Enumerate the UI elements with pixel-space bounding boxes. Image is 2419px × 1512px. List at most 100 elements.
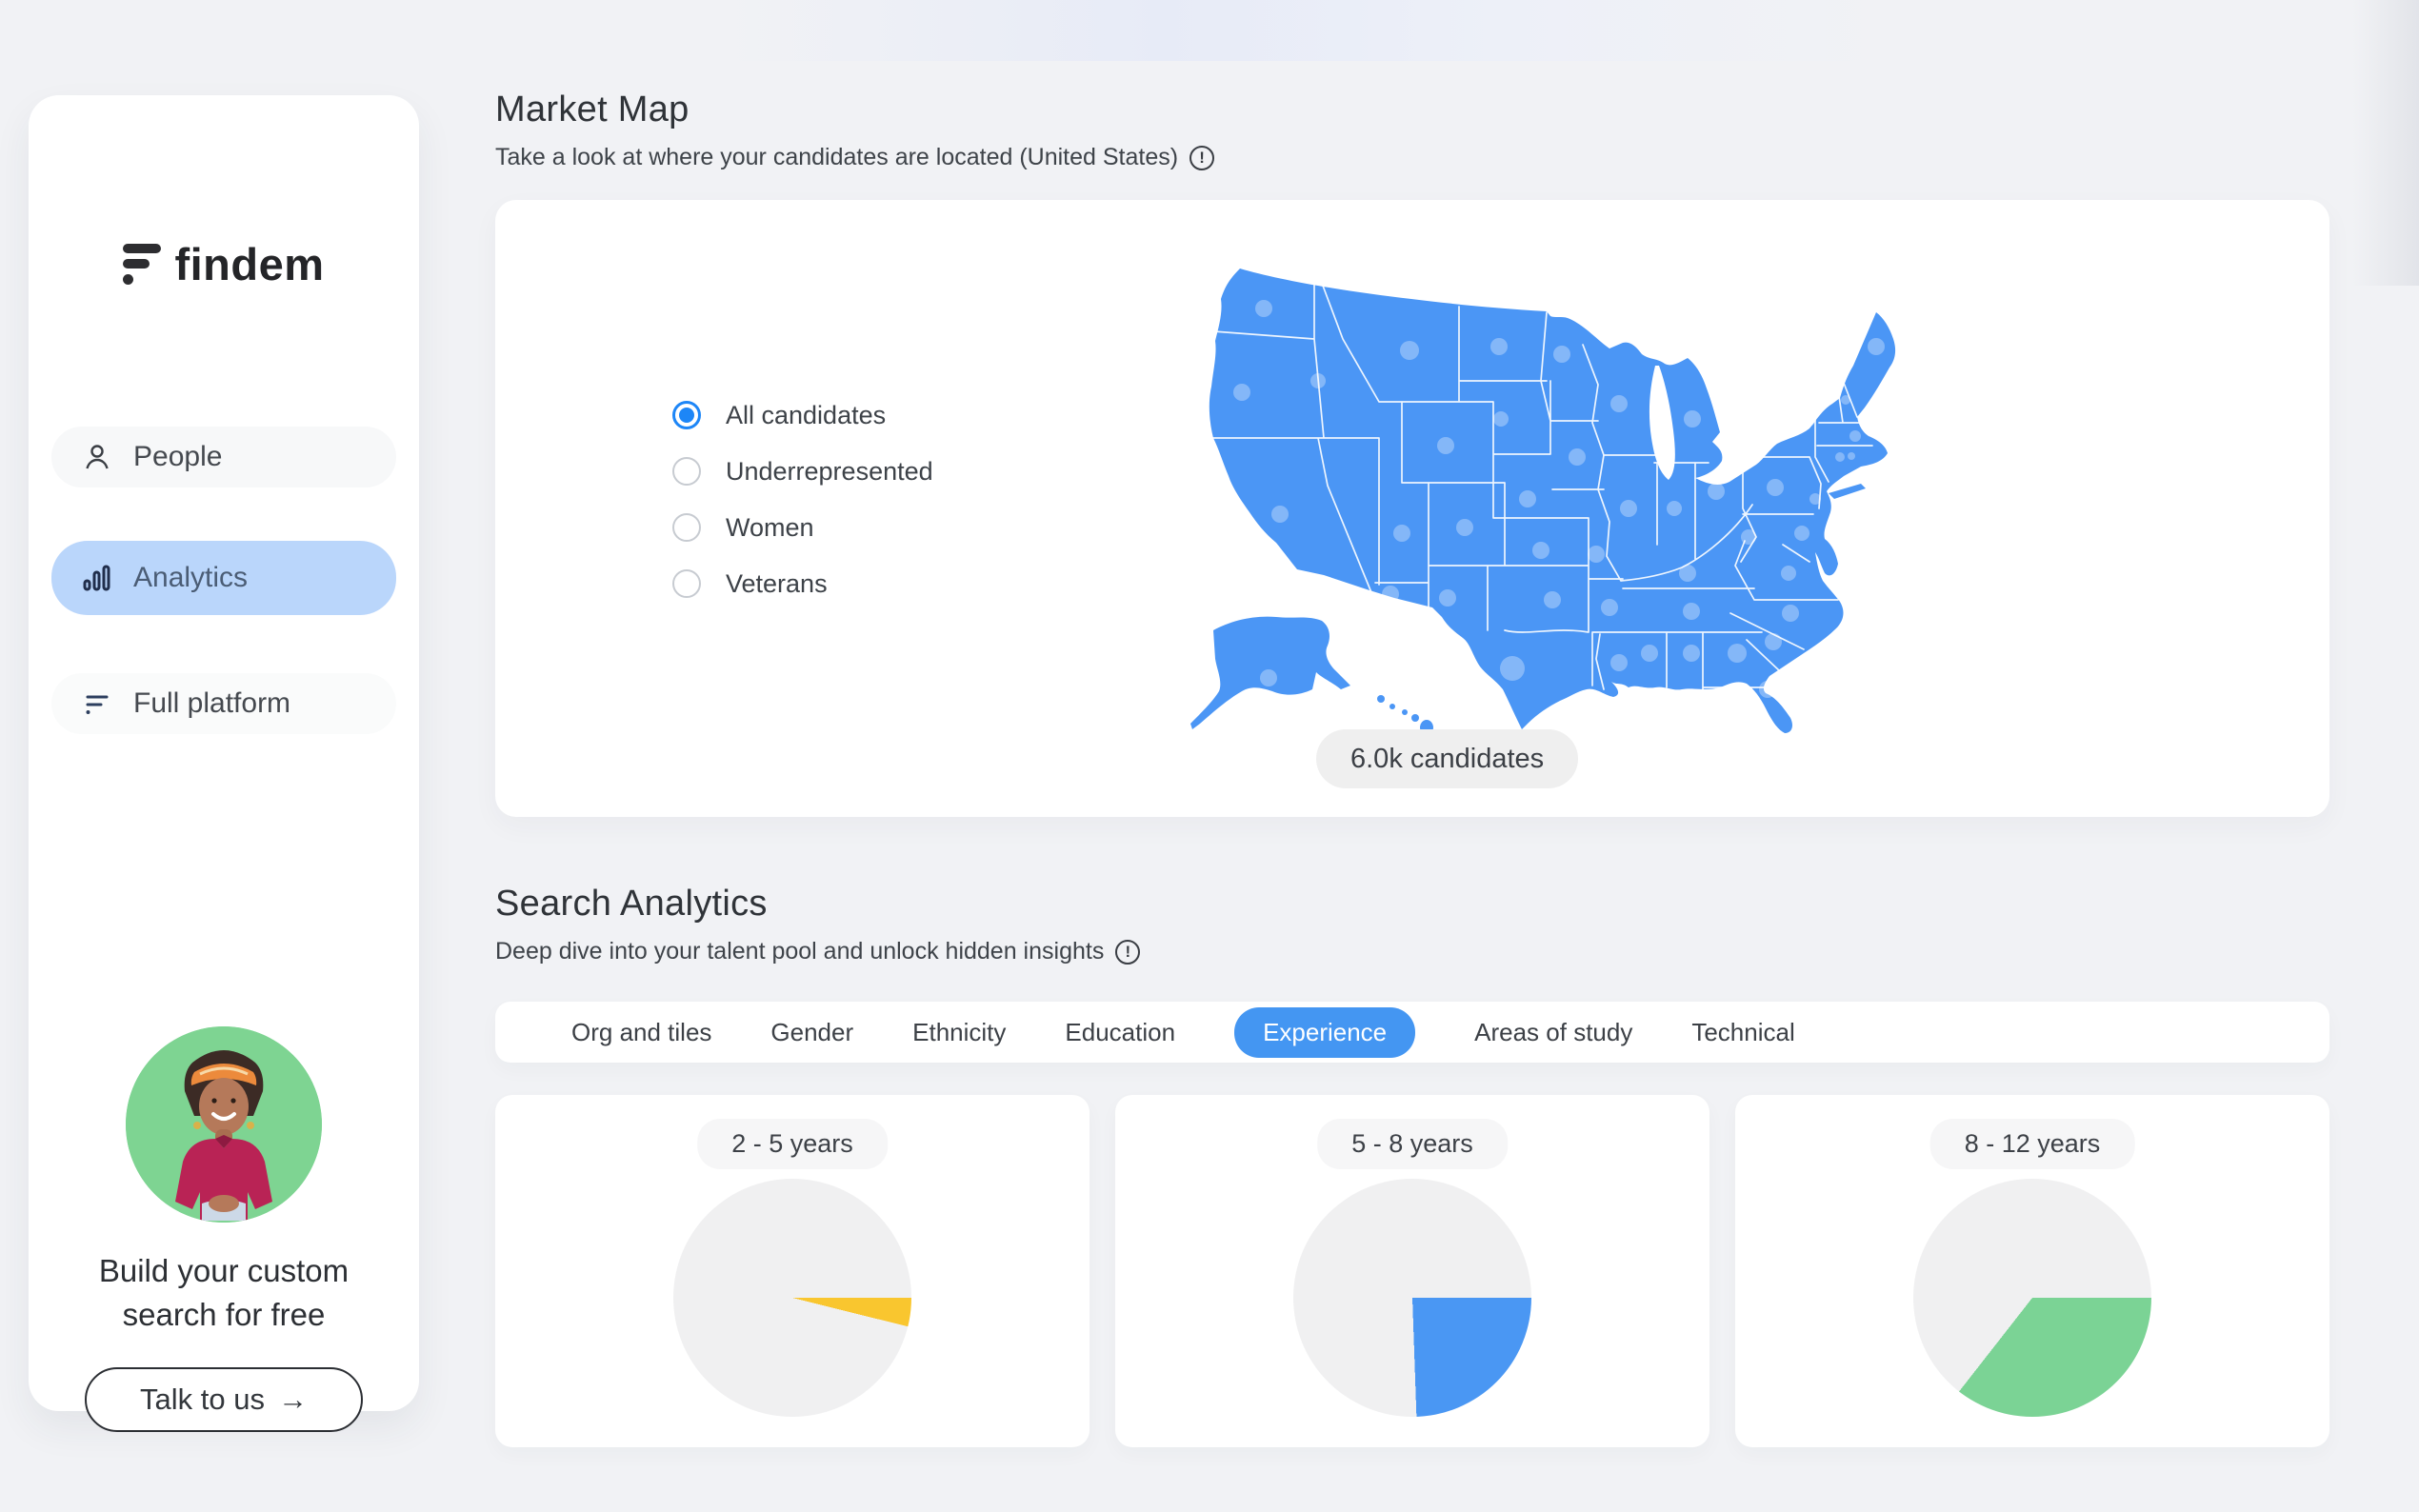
findem-logo-icon bbox=[123, 244, 162, 285]
search-analytics-subtitle: Deep dive into your talent pool and unlo… bbox=[495, 938, 1105, 965]
radio-button[interactable] bbox=[672, 513, 701, 542]
state-borders bbox=[1207, 273, 1873, 690]
state-dot bbox=[1519, 490, 1536, 507]
avatar bbox=[126, 1026, 322, 1223]
market-map-card: All candidates Underrepresented Women Ve… bbox=[495, 200, 2329, 817]
radio-veterans[interactable]: Veterans bbox=[672, 567, 933, 601]
pie-card-5-8-years: 5 - 8 years bbox=[1115, 1095, 1709, 1447]
state-candidate-dots bbox=[1233, 300, 1885, 698]
state-dot bbox=[1382, 586, 1399, 603]
sidebar-item-label: People bbox=[133, 441, 223, 472]
state-dot bbox=[1641, 645, 1658, 662]
state-dot bbox=[1393, 525, 1410, 542]
state-dot bbox=[1829, 388, 1839, 397]
findem-logo: findem bbox=[29, 238, 419, 290]
state-dot bbox=[1493, 411, 1509, 427]
promo-block: Build your custom search for free Talk t… bbox=[29, 1026, 419, 1432]
pie-card-title: 2 - 5 years bbox=[697, 1119, 888, 1169]
bar-chart-icon bbox=[80, 561, 114, 595]
radio-all-candidates[interactable]: All candidates bbox=[672, 398, 933, 432]
pie-chart-5-8-years bbox=[1293, 1179, 1531, 1417]
candidate-filter-radio-group: All candidates Underrepresented Women Ve… bbox=[672, 398, 933, 623]
sidebar-item-label: Analytics bbox=[133, 562, 249, 593]
state-dot bbox=[1400, 341, 1419, 360]
state-dot bbox=[1683, 645, 1700, 662]
market-map-title: Market Map bbox=[495, 90, 690, 129]
info-icon[interactable]: ! bbox=[1190, 145, 1215, 170]
brand-name: findem bbox=[174, 239, 325, 289]
state-dot bbox=[1553, 346, 1570, 363]
findem-mark-icon bbox=[80, 686, 114, 721]
tab-gender[interactable]: Gender bbox=[770, 1017, 854, 1046]
state-dot bbox=[1437, 437, 1454, 454]
state-dot bbox=[1794, 526, 1809, 541]
state-dot bbox=[1790, 402, 1817, 428]
radio-button[interactable] bbox=[672, 569, 701, 598]
market-map-subtitle: Take a look at where your candidates are… bbox=[495, 144, 1179, 170]
sidebar-item-full-platform[interactable]: Full platform bbox=[51, 673, 396, 734]
state-dot bbox=[1848, 452, 1855, 460]
highlighted-region-dot bbox=[1230, 550, 1276, 596]
state-dot bbox=[1233, 384, 1250, 401]
state-dot bbox=[1500, 656, 1525, 681]
sidebar-item-analytics[interactable]: Analytics bbox=[51, 541, 396, 615]
state-dot bbox=[1708, 483, 1725, 500]
radio-underrepresented[interactable]: Underrepresented bbox=[672, 454, 933, 488]
tab-areas-of-study[interactable]: Areas of study bbox=[1474, 1017, 1633, 1046]
pie-chart-2-5-years bbox=[673, 1179, 911, 1417]
state-dot bbox=[1781, 566, 1796, 581]
pie-chart-8-12-years bbox=[1913, 1179, 2151, 1417]
state-dot bbox=[1809, 493, 1821, 505]
tab-experience[interactable]: Experience bbox=[1234, 1006, 1416, 1058]
experience-pie-cards: 2 - 5 years 5 - 8 years 8 - 12 years bbox=[495, 1095, 2329, 1447]
tab-technical[interactable]: Technical bbox=[1691, 1017, 1795, 1046]
state-dot bbox=[1841, 395, 1850, 405]
talk-to-us-button[interactable]: Talk to us → bbox=[85, 1367, 363, 1432]
state-dot bbox=[1439, 589, 1456, 607]
search-analytics-title: Search Analytics bbox=[495, 884, 768, 924]
state-dot bbox=[1782, 605, 1799, 622]
background-gradient-top bbox=[0, 0, 2419, 61]
state-dot bbox=[1255, 300, 1272, 317]
radio-button[interactable] bbox=[672, 457, 701, 486]
sidebar-item-label: Full platform bbox=[133, 687, 291, 719]
info-icon[interactable]: ! bbox=[1115, 939, 1141, 965]
state-dot bbox=[1728, 644, 1747, 663]
radio-button[interactable] bbox=[672, 401, 701, 429]
state-dot bbox=[1456, 519, 1473, 536]
state-dot bbox=[1610, 395, 1628, 412]
state-dot bbox=[1684, 410, 1701, 428]
pie-card-2-5-years: 2 - 5 years bbox=[495, 1095, 1090, 1447]
state-dot bbox=[1569, 448, 1586, 466]
state-dot bbox=[1532, 542, 1549, 559]
state-dot bbox=[1310, 373, 1326, 388]
radio-women[interactable]: Women bbox=[672, 510, 933, 545]
us-map[interactable] bbox=[1173, 259, 1916, 735]
arrow-right-icon: → bbox=[277, 1383, 308, 1416]
state-dot bbox=[1759, 681, 1776, 698]
state-dot bbox=[1683, 603, 1700, 620]
state-dot bbox=[1868, 338, 1885, 355]
sidebar-item-people[interactable]: People bbox=[51, 427, 396, 487]
state-dot bbox=[1610, 654, 1628, 671]
state-dot bbox=[1835, 452, 1845, 462]
state-dot bbox=[1679, 565, 1696, 582]
pie-card-8-12-years: 8 - 12 years bbox=[1735, 1095, 2329, 1447]
state-dot bbox=[1765, 633, 1782, 650]
analytics-tab-bar: Org and tiles Gender Ethnicity Education… bbox=[495, 1002, 2329, 1063]
state-dot bbox=[1544, 591, 1561, 608]
tab-org-and-tiles[interactable]: Org and tiles bbox=[571, 1017, 712, 1046]
candidate-count-badge: 6.0k candidates bbox=[1316, 729, 1579, 788]
state-dot bbox=[1767, 479, 1784, 496]
state-dot bbox=[1588, 546, 1605, 563]
state-dot bbox=[1271, 506, 1289, 523]
sidebar: findem People Analytics Full pla bbox=[29, 95, 419, 1432]
tab-ethnicity[interactable]: Ethnicity bbox=[912, 1017, 1007, 1046]
state-dot bbox=[1490, 338, 1508, 355]
promo-text: Build your custom search for free bbox=[98, 1253, 350, 1332]
pie-card-title: 8 - 12 years bbox=[1929, 1119, 2135, 1169]
pie-card-title: 5 - 8 years bbox=[1317, 1119, 1508, 1169]
tab-education[interactable]: Education bbox=[1065, 1017, 1176, 1046]
talk-to-us-label: Talk to us bbox=[140, 1383, 265, 1416]
background-gradient-right bbox=[2352, 0, 2419, 286]
